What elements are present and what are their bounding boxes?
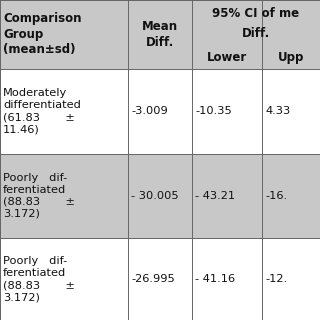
Bar xyxy=(0,154,320,238)
Text: Lower: Lower xyxy=(207,51,247,64)
Text: Moderately
differentiated
(61.83       ±
11.46): Moderately differentiated (61.83 ± 11.46… xyxy=(3,88,81,134)
Text: Poorly   dif-
ferentiated
(88.83       ±
3.172): Poorly dif- ferentiated (88.83 ± 3.172) xyxy=(3,256,75,302)
Text: Mean
Diff.: Mean Diff. xyxy=(142,20,178,49)
Text: -10.35: -10.35 xyxy=(195,106,232,116)
Text: 4.33: 4.33 xyxy=(266,106,291,116)
Text: -3.009: -3.009 xyxy=(131,106,168,116)
Text: -16.: -16. xyxy=(266,191,288,201)
Text: - 30.005: - 30.005 xyxy=(131,191,179,201)
Text: -26.995: -26.995 xyxy=(131,274,175,284)
Bar xyxy=(0,69,320,154)
Bar xyxy=(0,238,320,320)
Text: 95% CI of me: 95% CI of me xyxy=(212,7,300,20)
Text: Upp: Upp xyxy=(278,51,304,64)
Text: - 43.21: - 43.21 xyxy=(195,191,235,201)
Text: - 41.16: - 41.16 xyxy=(195,274,235,284)
Text: -12.: -12. xyxy=(266,274,288,284)
Text: Poorly   dif-
ferentiated
(88.83       ±
3.172): Poorly dif- ferentiated (88.83 ± 3.172) xyxy=(3,173,75,219)
Text: Diff.: Diff. xyxy=(242,27,270,40)
Bar xyxy=(0,0,320,69)
Text: Comparison
Group
(mean±sd): Comparison Group (mean±sd) xyxy=(3,12,82,56)
